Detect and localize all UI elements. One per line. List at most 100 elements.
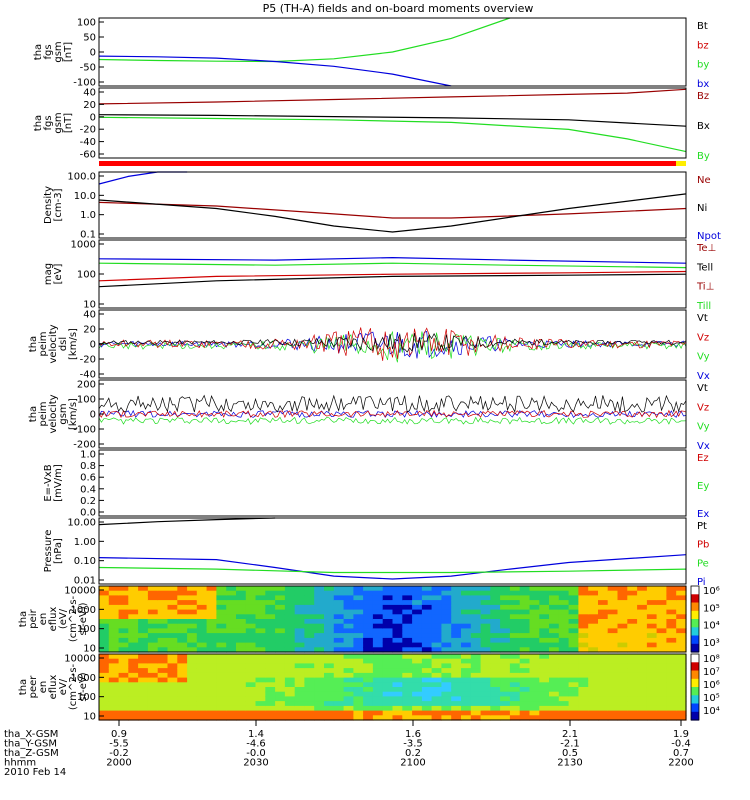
heatmap-cell xyxy=(343,668,354,674)
heatmap-cell xyxy=(646,642,658,648)
heatmap-cell xyxy=(529,696,540,702)
y-tick-label: 0.0 xyxy=(80,508,96,519)
heatmap-cell xyxy=(441,696,452,702)
heatmap-cell xyxy=(275,595,286,601)
heatmap-cell xyxy=(656,623,667,629)
heatmap-cell xyxy=(480,654,491,660)
heatmap-cell xyxy=(431,637,442,644)
heatmap-cell xyxy=(607,677,619,683)
heatmap-cell xyxy=(549,691,560,697)
heatmap-cell xyxy=(216,715,227,721)
heatmap-cell xyxy=(529,658,540,664)
heatmap-cell xyxy=(255,701,266,707)
heatmap-cell xyxy=(598,672,609,679)
heatmap-cell xyxy=(568,705,579,712)
heatmap-cell xyxy=(431,710,442,716)
heatmap-cell xyxy=(167,595,178,601)
heatmap-cell xyxy=(402,633,413,639)
heatmap-cell xyxy=(187,668,198,674)
heatmap-cell xyxy=(558,715,570,721)
heatmap-cell xyxy=(637,619,648,625)
heatmap-cell xyxy=(500,586,511,592)
heatmap-cell xyxy=(118,701,129,707)
heatmap-cell xyxy=(480,677,491,683)
heatmap-cell xyxy=(216,590,227,596)
heatmap-cell xyxy=(451,614,462,620)
heatmap-cell xyxy=(206,628,217,634)
heatmap-cell xyxy=(265,654,276,660)
heatmap-cell xyxy=(666,677,677,683)
colorbar-frame xyxy=(690,653,700,721)
heatmap-cell xyxy=(363,590,374,596)
x-value: 2100 xyxy=(400,758,425,769)
heatmap-cell xyxy=(265,705,276,712)
colorbar-segment xyxy=(691,695,699,705)
heatmap-cell xyxy=(167,672,178,679)
heatmap-cell xyxy=(304,677,315,683)
heatmap-cell xyxy=(343,633,354,639)
heatmap-cell xyxy=(226,647,237,653)
heatmap-cell xyxy=(147,586,159,592)
heatmap-cell xyxy=(421,619,433,625)
heatmap-cell xyxy=(265,637,276,644)
heatmap-cell xyxy=(372,642,384,648)
heatmap-cell xyxy=(480,696,491,702)
heatmap-cell xyxy=(402,642,413,648)
heatmap-cell xyxy=(167,654,178,660)
heatmap-cell xyxy=(255,633,266,639)
heatmap-cell xyxy=(245,654,257,660)
heatmap-cell xyxy=(676,642,687,648)
heatmap-cell xyxy=(549,710,560,716)
heatmap-cell xyxy=(138,642,149,648)
heatmap-cell xyxy=(275,672,286,679)
heatmap-cell xyxy=(206,595,217,601)
heatmap-cell xyxy=(490,623,501,629)
heatmap-cell xyxy=(529,642,540,648)
heatmap-cell xyxy=(627,604,638,611)
heatmap-cell xyxy=(646,668,658,674)
heatmap-cell xyxy=(108,614,120,620)
heatmap-cell xyxy=(187,628,198,634)
velocity-trace xyxy=(98,332,687,353)
series-Tell xyxy=(98,273,687,288)
heatmap-cell xyxy=(558,696,570,702)
heatmap-cell xyxy=(539,658,550,664)
heatmap-cell xyxy=(480,647,491,653)
heatmap-cell xyxy=(461,647,472,653)
heatmap-cell xyxy=(578,609,589,615)
heatmap-cell xyxy=(255,600,266,606)
heatmap-cell xyxy=(637,663,648,669)
heatmap-cell xyxy=(549,705,560,712)
heatmap-cell xyxy=(147,628,159,634)
heatmap-cell xyxy=(236,701,247,707)
y-axis-label: peim xyxy=(38,401,49,426)
heatmap-cell xyxy=(578,600,589,606)
heatmap-cell xyxy=(412,623,423,629)
heatmap-cell xyxy=(509,628,521,634)
heatmap-cell xyxy=(578,642,589,648)
heatmap-cell xyxy=(461,687,472,693)
y-tick-label: 1.00 xyxy=(74,537,96,548)
series-Ti⊥ xyxy=(98,256,687,264)
heatmap-cell xyxy=(646,586,658,592)
heatmap-cell xyxy=(470,623,482,629)
heatmap-cell xyxy=(412,633,423,639)
heatmap-cell xyxy=(324,682,335,688)
heatmap-cell xyxy=(363,691,374,697)
heatmap-cell xyxy=(500,668,511,674)
heatmap-cell xyxy=(509,672,521,679)
heatmap-cell xyxy=(666,600,677,606)
heatmap-cell xyxy=(500,663,511,669)
heatmap-cell xyxy=(578,586,589,592)
heatmap-cell xyxy=(588,609,599,615)
heatmap-cell xyxy=(138,633,149,639)
heatmap-cell xyxy=(392,677,403,683)
colorbar-segment xyxy=(691,678,699,688)
heatmap-cell xyxy=(402,609,413,615)
heatmap-cell xyxy=(138,623,149,629)
velocity-trace xyxy=(98,331,687,359)
heatmap-cell xyxy=(118,609,129,615)
heatmap-cell xyxy=(451,586,462,592)
heatmap-cell xyxy=(676,637,687,644)
